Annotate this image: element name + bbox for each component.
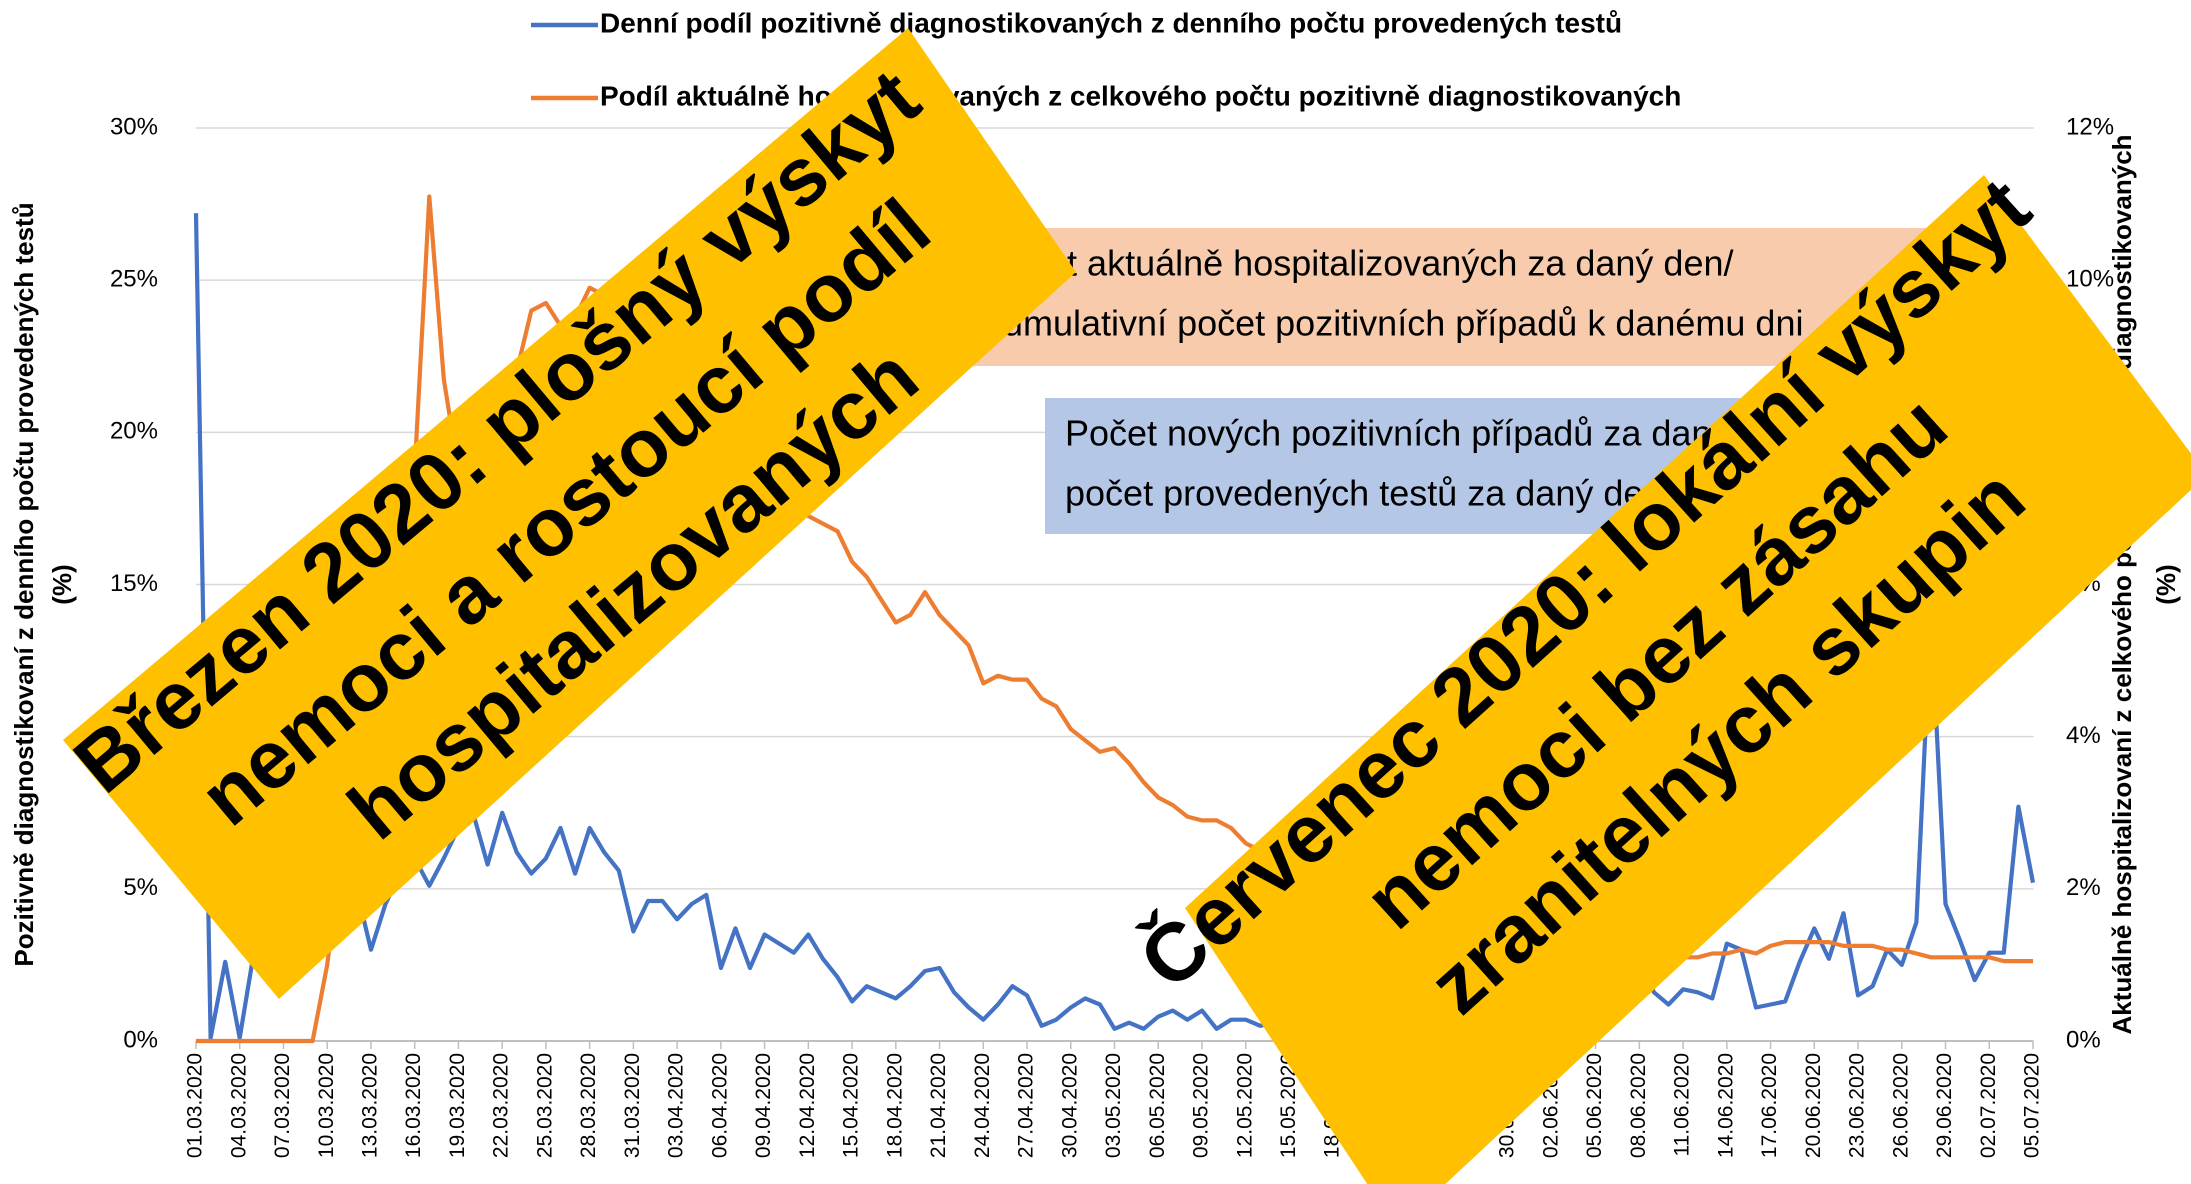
x-tick-label: 28.03.2020 <box>577 1053 600 1158</box>
y2-tick-label: 0% <box>2066 1026 2101 1053</box>
x-tick-label: 23.06.2020 <box>1846 1053 1869 1158</box>
y2-axis-title: Aktuálně hospitalizovaní z celkového poč… <box>2107 134 2137 1034</box>
x-tick-label: 02.07.2020 <box>1977 1053 2000 1158</box>
x-tick-label: 13.03.2020 <box>358 1053 381 1158</box>
x-tick-label: 04.03.2020 <box>227 1053 250 1158</box>
y2-tick-label: 12% <box>2066 113 2114 140</box>
x-tick-label: 06.04.2020 <box>708 1053 731 1158</box>
x-tick-label: 16.03.2020 <box>402 1053 425 1158</box>
x-tick-label: 11.06.2020 <box>1671 1053 1694 1157</box>
x-tick-label: 29.06.2020 <box>1933 1053 1956 1158</box>
x-tick-label: 12.05.2020 <box>1233 1053 1256 1158</box>
text-box-line: Počet nových pozitivních případů za daný… <box>1065 413 1809 454</box>
x-tick-label: 25.03.2020 <box>533 1053 556 1158</box>
x-tick-label: 01.03.2020 <box>184 1053 207 1158</box>
y-tick-label: 0% <box>123 1026 158 1053</box>
x-tick-label: 09.05.2020 <box>1190 1053 1213 1158</box>
banner <box>63 28 1076 999</box>
x-tick-label: 06.05.2020 <box>1146 1053 1169 1158</box>
x-tick-label: 07.03.2020 <box>271 1053 294 1158</box>
x-tick-label: 22.03.2020 <box>490 1053 513 1158</box>
x-tick-label: 20.06.2020 <box>1802 1053 1825 1158</box>
x-tick-label: 15.05.2020 <box>1277 1053 1300 1158</box>
x-tick-label: 03.05.2020 <box>1102 1053 1125 1158</box>
y-tick-label: 5% <box>123 874 158 901</box>
x-tick-label: 24.04.2020 <box>971 1053 994 1158</box>
y-tick-label: 15% <box>110 570 158 597</box>
x-tick-label: 14.06.2020 <box>1714 1053 1737 1158</box>
x-tick-label: 31.03.2020 <box>621 1053 644 1158</box>
y-tick-label: 30% <box>110 113 158 140</box>
x-tick-label: 17.06.2020 <box>1758 1053 1781 1158</box>
x-tick-label: 09.04.2020 <box>752 1053 775 1158</box>
text-box-line: kumulativní počet pozitivních případů k … <box>985 303 1803 344</box>
y-axis-title: (%) <box>47 564 77 604</box>
x-tick-label: 30.04.2020 <box>1058 1053 1081 1158</box>
y2-tick-label: 10% <box>2066 266 2114 293</box>
y-axis-title: Pozitivně diagnostikovaní z denního počt… <box>9 202 39 966</box>
x-tick-label: 05.07.2020 <box>2021 1053 2044 1158</box>
y-tick-label: 20% <box>110 418 158 445</box>
y2-tick-label: 4% <box>2066 722 2101 749</box>
x-tick-label: 05.06.2020 <box>1583 1053 1606 1158</box>
x-tick-label: 21.04.2020 <box>927 1053 950 1158</box>
x-tick-label: 19.03.2020 <box>446 1053 469 1158</box>
y2-axis-title: (%) <box>2151 564 2181 604</box>
x-tick-label: 27.04.2020 <box>1015 1053 1038 1158</box>
x-tick-label: 18.04.2020 <box>883 1053 906 1158</box>
banner-line: nemoci a rostoucí podíl <box>183 182 947 843</box>
legend-label: Podíl aktuálně hospitalizovaných z celko… <box>600 80 1681 111</box>
x-tick-label: 15.04.2020 <box>840 1053 863 1158</box>
y-tick-label: 25% <box>110 266 158 293</box>
text-box <box>960 228 1935 366</box>
x-tick-label: 03.04.2020 <box>665 1053 688 1158</box>
x-tick-label: 08.06.2020 <box>1627 1053 1650 1158</box>
legend-label: Denní podíl pozitivně diagnostikovaných … <box>600 7 1622 38</box>
y2-tick-label: 2% <box>2066 874 2101 901</box>
series-line <box>193 213 2036 1041</box>
x-tick-label: 26.06.2020 <box>1889 1053 1912 1158</box>
x-tick-label: 10.03.2020 <box>315 1053 338 1158</box>
text-box-line: počet provedených testů za daný den <box>1065 473 1663 514</box>
banner <box>1185 175 2191 1184</box>
text-box-line: Počet aktuálně hospitalizovaných za daný… <box>985 243 1734 284</box>
x-tick-label: 12.04.2020 <box>796 1053 819 1158</box>
